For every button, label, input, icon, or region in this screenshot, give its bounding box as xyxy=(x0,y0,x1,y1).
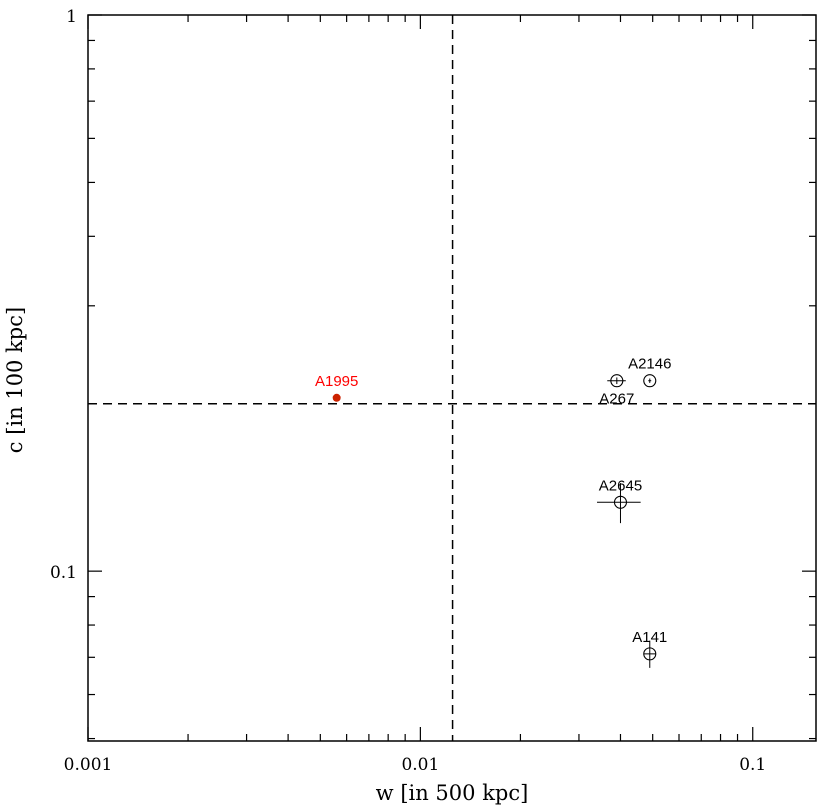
tick-labels: 0.001 0.01 0.1 0.1 1 xyxy=(50,7,766,775)
x-tick-label: 0.01 xyxy=(401,755,439,775)
point-marker xyxy=(610,374,624,388)
axis-ticks xyxy=(87,14,816,741)
y-tick-label: 0.1 xyxy=(50,563,77,583)
point-marker xyxy=(332,393,341,402)
x-axis-title: w [in 500 kpc] xyxy=(376,781,529,805)
data-point: A1995 xyxy=(315,373,358,402)
point-marker xyxy=(643,647,657,661)
y-tick-label: 1 xyxy=(66,7,77,27)
point-label: A2645 xyxy=(599,477,642,494)
data-point: A267 xyxy=(599,374,634,408)
data-points: A1995 A267 A2146 A2645 A141 xyxy=(315,356,671,668)
point-label: A141 xyxy=(632,629,667,646)
point-marker xyxy=(643,374,657,388)
point-label: A1995 xyxy=(315,373,358,390)
point-label: A2146 xyxy=(628,356,671,373)
data-point: A2645 xyxy=(597,477,642,524)
point-marker xyxy=(613,495,628,509)
y-axis-title: c [in 100 kpc] xyxy=(3,307,27,453)
data-point: A141 xyxy=(632,629,667,668)
reference-lines xyxy=(88,15,816,741)
point-label: A267 xyxy=(599,391,634,408)
data-point: A2146 xyxy=(628,356,671,388)
x-tick-label: 0.1 xyxy=(739,755,766,775)
x-tick-label: 0.001 xyxy=(64,755,113,775)
